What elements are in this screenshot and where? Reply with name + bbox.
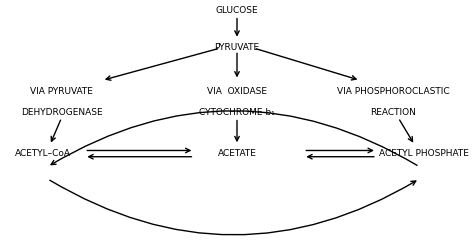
Text: DEHYDROGENASE: DEHYDROGENASE — [21, 108, 102, 117]
Text: GLUCOSE: GLUCOSE — [216, 6, 258, 15]
Text: VIA PHOSPHOROCLASTIC: VIA PHOSPHOROCLASTIC — [337, 87, 450, 96]
Text: REACTION: REACTION — [371, 108, 416, 117]
Text: VIA PYRUVATE: VIA PYRUVATE — [30, 87, 93, 96]
Text: ACETYL–CoA: ACETYL–CoA — [15, 149, 71, 158]
Text: PYRUVATE: PYRUVATE — [214, 43, 260, 53]
Text: ACETATE: ACETATE — [218, 149, 256, 158]
Text: CYTOCHROME b₁: CYTOCHROME b₁ — [199, 108, 275, 117]
Text: ACETYL PHOSPHATE: ACETYL PHOSPHATE — [379, 149, 469, 158]
Text: VIA  OXIDASE: VIA OXIDASE — [207, 87, 267, 96]
